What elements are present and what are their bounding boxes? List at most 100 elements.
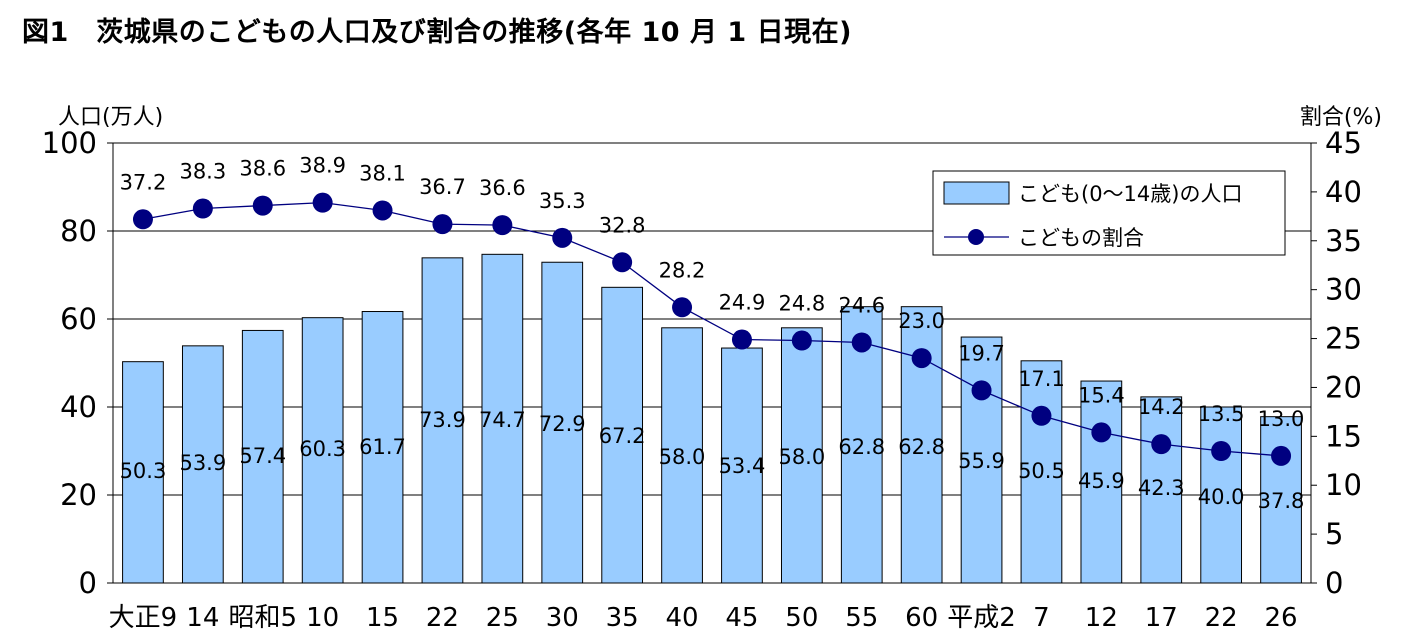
bar <box>241 329 284 584</box>
x-tick-label: 60 <box>905 603 938 633</box>
x-tick-label: 45 <box>725 603 758 633</box>
bar-value-label: 60.3 <box>299 437 346 461</box>
x-tick-label: 55 <box>845 603 878 633</box>
legend-bar-swatch <box>943 181 1010 205</box>
right-tick-label: 0 <box>1325 566 1343 600</box>
ratio-point <box>971 380 992 401</box>
bar-value-label: 58.0 <box>778 445 825 469</box>
bar <box>181 345 224 584</box>
ratio-point <box>1271 445 1292 466</box>
bar <box>960 336 1003 584</box>
left-axis-label: 人口(万人) <box>58 105 163 130</box>
bar <box>122 361 164 584</box>
bar <box>481 253 524 584</box>
ratio-value-label: 38.3 <box>179 160 226 184</box>
ratio-value-label: 35.3 <box>539 189 586 213</box>
ratio-point <box>492 215 513 236</box>
bar-value-labels: 50.3 53.9 57.4 60.3 61.7 73.9 74.7 72.9 67.2 58.0… <box>120 408 1305 513</box>
ratio-point <box>791 330 812 351</box>
right-axis-label: 割合(%) <box>1300 105 1382 130</box>
ratio-point <box>1211 441 1232 461</box>
ratio-point <box>192 198 213 219</box>
ratio-value-label: 36.6 <box>479 176 526 200</box>
x-tick-label: 17 <box>1145 603 1178 633</box>
bar <box>780 327 823 584</box>
bar-value-label: 53.4 <box>719 454 766 478</box>
bar-value-label: 53.9 <box>179 451 226 475</box>
ratio-value-label: 38.9 <box>299 154 346 178</box>
ratio-value-label: 24.8 <box>778 292 825 316</box>
bar <box>361 311 404 584</box>
x-tick-label: 22 <box>1205 603 1238 633</box>
left-tick-label: 20 <box>60 478 97 512</box>
right-tick-label: 35 <box>1325 224 1362 258</box>
left-tick-label: 40 <box>60 390 97 424</box>
bar-value-label: 50.5 <box>1018 459 1065 483</box>
chart-title: 図1 茨城県のこどもの人口及び割合の推移(各年 10 月 1 日現在) <box>22 17 852 48</box>
x-tick-label: 7 <box>1033 603 1050 633</box>
left-tick-label: 80 <box>60 214 97 248</box>
ratio-point <box>372 200 393 221</box>
line-series <box>142 201 1282 457</box>
ratio-value-label: 24.9 <box>719 291 766 315</box>
legend-line-label: こどもの割合 <box>1018 226 1144 250</box>
left-tick-label: 0 <box>79 566 97 600</box>
ratio-point <box>851 332 872 353</box>
x-tick-label: 昭和5 <box>228 603 297 633</box>
bar <box>301 317 344 584</box>
ratio-value-label: 13.0 <box>1258 407 1305 431</box>
plot-area-frame <box>112 142 1312 584</box>
right-tick-label: 45 <box>1325 126 1362 160</box>
left-tick-label: 60 <box>60 302 97 336</box>
ratio-value-label: 19.7 <box>958 341 1005 365</box>
ratio-point <box>1151 434 1172 455</box>
bar-value-label: 67.2 <box>599 424 646 448</box>
bar <box>1140 396 1183 584</box>
bar-value-label: 73.9 <box>419 408 466 432</box>
x-tick-label: 10 <box>306 603 339 633</box>
bar-value-label: 62.8 <box>838 435 885 459</box>
right-tick-label: 10 <box>1325 468 1362 502</box>
bar-value-label: 55.9 <box>958 449 1005 473</box>
x-tick-label: 22 <box>426 603 459 633</box>
ratio-value-label: 17.1 <box>1018 367 1065 391</box>
bar-value-label: 72.9 <box>539 412 586 436</box>
left-y-axis: 0 20 40 60 80 100 <box>42 126 113 600</box>
ratio-value-label: 23.0 <box>898 309 945 333</box>
ratio-value-label: 38.1 <box>359 161 406 185</box>
bar <box>1020 360 1063 584</box>
ratio-value-label: 32.8 <box>599 213 646 237</box>
x-tick-label: 15 <box>366 603 399 633</box>
x-tick-label: 30 <box>546 603 579 633</box>
x-tick-label: 14 <box>186 603 219 633</box>
ratio-point <box>252 195 273 216</box>
ratio-value-label: 13.5 <box>1198 402 1245 426</box>
bar <box>661 327 703 584</box>
ratio-point <box>1031 405 1052 426</box>
x-tick-label: 40 <box>666 603 699 633</box>
bar-value-label: 57.4 <box>239 444 286 468</box>
bar-value-label: 61.7 <box>359 435 406 459</box>
bar-value-label: 45.9 <box>1078 469 1125 493</box>
bar-value-label: 37.8 <box>1258 489 1305 513</box>
bar-value-label: 74.7 <box>479 408 526 432</box>
bar <box>721 347 763 584</box>
ratio-point <box>312 192 333 213</box>
ratio-point <box>672 297 693 318</box>
right-tick-label: 5 <box>1325 517 1343 551</box>
x-axis: 大正9 14 昭和5 10 15 22 25 30 35 40 45 50 55 60 平成2 7 12 17 22… <box>109 603 1298 633</box>
x-tick-label: 35 <box>606 603 639 633</box>
bar-value-label: 62.8 <box>898 435 945 459</box>
bar <box>1080 380 1123 584</box>
bar-series <box>122 253 1302 584</box>
bar <box>1260 416 1302 584</box>
legend-point-swatch <box>968 229 984 245</box>
bar-value-label: 40.0 <box>1198 485 1245 509</box>
bar <box>840 306 883 584</box>
left-tick-label: 100 <box>42 126 97 160</box>
ratio-value-label: 38.6 <box>239 157 286 181</box>
right-tick-label: 20 <box>1325 370 1362 404</box>
x-tick-label: 大正9 <box>109 603 178 633</box>
line-value-labels: 37.2 38.3 38.6 38.9 38.1 36.7 36.6 35.3 32.8 28.2… <box>120 154 1305 431</box>
